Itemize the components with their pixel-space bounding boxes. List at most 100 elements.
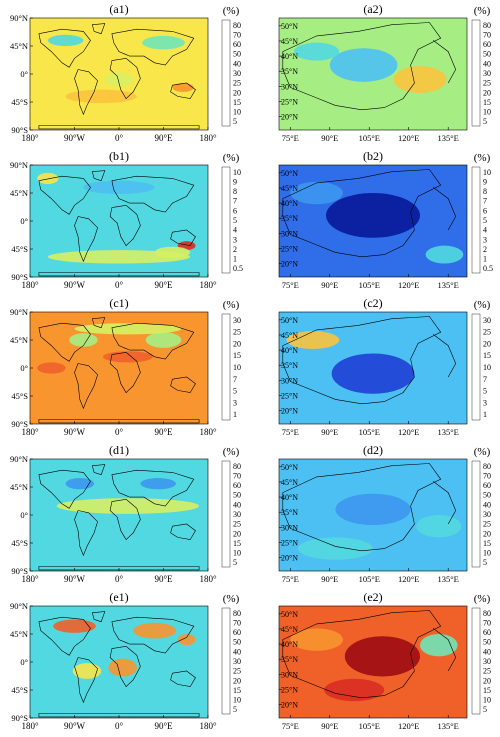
global-map-4: 180° 90°W 0° 90°E 180° 90°N 45°N 0° 45°S 90°S (e1)	[10, 590, 217, 731]
x-tick-label: 105°E	[359, 427, 380, 437]
coastline	[170, 82, 196, 99]
left-2-colorbar: 30 25 20 15 10 7 5 3 1	[221, 313, 241, 421]
y-tick-label: 30°N	[281, 670, 298, 679]
x-tick-label: 75°E	[282, 280, 299, 290]
coastline	[38, 28, 91, 68]
y-tick-label: 25°N	[281, 538, 298, 547]
y-tick-label: 45°S	[11, 391, 28, 401]
colorbar-tick-label: 3	[483, 398, 487, 407]
y-tick-label: 90°S	[11, 419, 28, 429]
colorbar-tick-label: 70	[233, 618, 241, 627]
x-tick-label: 120°E	[398, 133, 419, 143]
concentration-region	[145, 332, 182, 348]
colorbar-frame	[221, 166, 231, 274]
concentration-region	[420, 634, 458, 657]
x-tick-label: 120°E	[398, 574, 419, 584]
y-tick-label: 90°N	[10, 13, 28, 23]
unit-label: (%)	[223, 5, 240, 17]
concentration-region	[286, 331, 340, 349]
coastline	[109, 57, 141, 100]
y-tick-label: 90°N	[10, 160, 28, 170]
colorbar-frame	[471, 607, 481, 715]
x-tick-label: 135°E	[438, 280, 459, 290]
concentration-region	[344, 636, 420, 677]
colorbar-tick-label: 25	[483, 79, 491, 88]
unit-label: (%)	[474, 593, 491, 605]
map-frame	[278, 164, 468, 278]
map-frame	[278, 17, 468, 131]
concentration-region	[425, 245, 464, 264]
colorbar-tick-label: 5	[483, 216, 487, 225]
x-tick-label: 90°W	[64, 280, 86, 290]
y-tick-label: 35°N	[281, 361, 298, 370]
concentration-region	[47, 34, 84, 47]
colorbar-tick-label: 20	[233, 676, 241, 685]
global-map-1: 180° 90°W 0° 90°E 180° 90°N 45°N 0° 45°S 90°S (b1)	[10, 149, 217, 290]
x-tick-label: 180°	[199, 721, 217, 731]
y-tick-label: 25°N	[281, 391, 298, 400]
concentration-region	[133, 622, 176, 639]
colorbar-tick-label: 30	[483, 510, 491, 519]
x-tick-label: 90°E	[321, 721, 338, 731]
unit-label: (%)	[223, 299, 240, 311]
colorbar-tick-label: 5	[233, 117, 237, 126]
colorbar-tick-label: 5	[483, 705, 487, 714]
concentration-region	[290, 181, 343, 205]
y-tick-label: 0°	[20, 216, 28, 226]
china-map-4: 75°E 90°E 105°E 120°E 135°E 50°N 45°N 40°N 35°N 3…	[278, 590, 468, 731]
colorbar-tick-label: 70	[483, 30, 491, 39]
colorbar-tick-label: 30	[233, 657, 241, 666]
colorbar-tick-label: 40	[233, 59, 241, 68]
country-border	[282, 169, 442, 258]
y-tick-label: 35°N	[281, 655, 298, 664]
concentration-region	[104, 72, 134, 87]
x-tick-label: 90°E	[321, 280, 338, 290]
colorbar-tick-label: 5	[233, 558, 237, 567]
colorbar-tick-label: 30	[233, 316, 241, 325]
concentration-region	[420, 362, 458, 385]
y-tick-label: 35°N	[281, 67, 298, 76]
concentration-region	[140, 478, 176, 490]
y-tick-label: 90°N	[10, 601, 28, 611]
concentration-region	[108, 658, 137, 677]
coastline	[109, 204, 141, 247]
colorbar-tick-label: 10	[233, 363, 241, 372]
colorbar-tick-label: 8	[233, 187, 237, 196]
country-border	[282, 463, 442, 552]
colorbar-tick-label: 25	[233, 667, 241, 676]
coastline	[74, 216, 98, 263]
china-map-1: 75°E 90°E 105°E 120°E 135°E 50°N 45°N 40°N 35°N 3…	[278, 149, 468, 290]
concentration-region	[65, 478, 95, 490]
y-tick-label: 45°N	[281, 37, 298, 46]
x-tick-label: 180°	[21, 427, 39, 437]
x-tick-label: 90°W	[64, 427, 86, 437]
x-tick-label: 90°W	[64, 574, 86, 584]
colorbar-tick-label: 15	[483, 686, 491, 695]
colorbar-tick-label: 30	[483, 316, 491, 325]
colorbar-tick-label: 60	[233, 40, 241, 49]
panel-label: (e2)	[363, 590, 382, 604]
concentration-region	[65, 89, 137, 104]
x-tick-label: 105°E	[359, 721, 380, 731]
colorbar-tick-label: 15	[233, 351, 241, 360]
concentration-region	[47, 547, 191, 561]
colorbar-tick-label: 50	[233, 638, 241, 647]
colorbar-tick-label: 9	[233, 177, 237, 186]
colorbar-tick-label: 7	[483, 375, 487, 384]
colorbar-frame	[471, 166, 481, 274]
colorbar-tick-label: 2	[483, 245, 487, 254]
panel-label: (a2)	[363, 2, 382, 16]
colorbar-tick-label: 6	[233, 206, 237, 215]
panel-label: (d1)	[109, 443, 129, 457]
coastline	[109, 498, 141, 541]
colorbar-tick-label: 60	[483, 481, 491, 490]
x-tick-label: 90°E	[321, 574, 338, 584]
colorbar-tick-label: 80	[233, 21, 241, 30]
colorbar-tick-label: 6	[483, 206, 487, 215]
y-tick-label: 20°N	[281, 113, 298, 122]
x-tick-label: 180°	[21, 133, 39, 143]
colorbar-frame	[221, 313, 231, 421]
coastline	[91, 23, 106, 35]
